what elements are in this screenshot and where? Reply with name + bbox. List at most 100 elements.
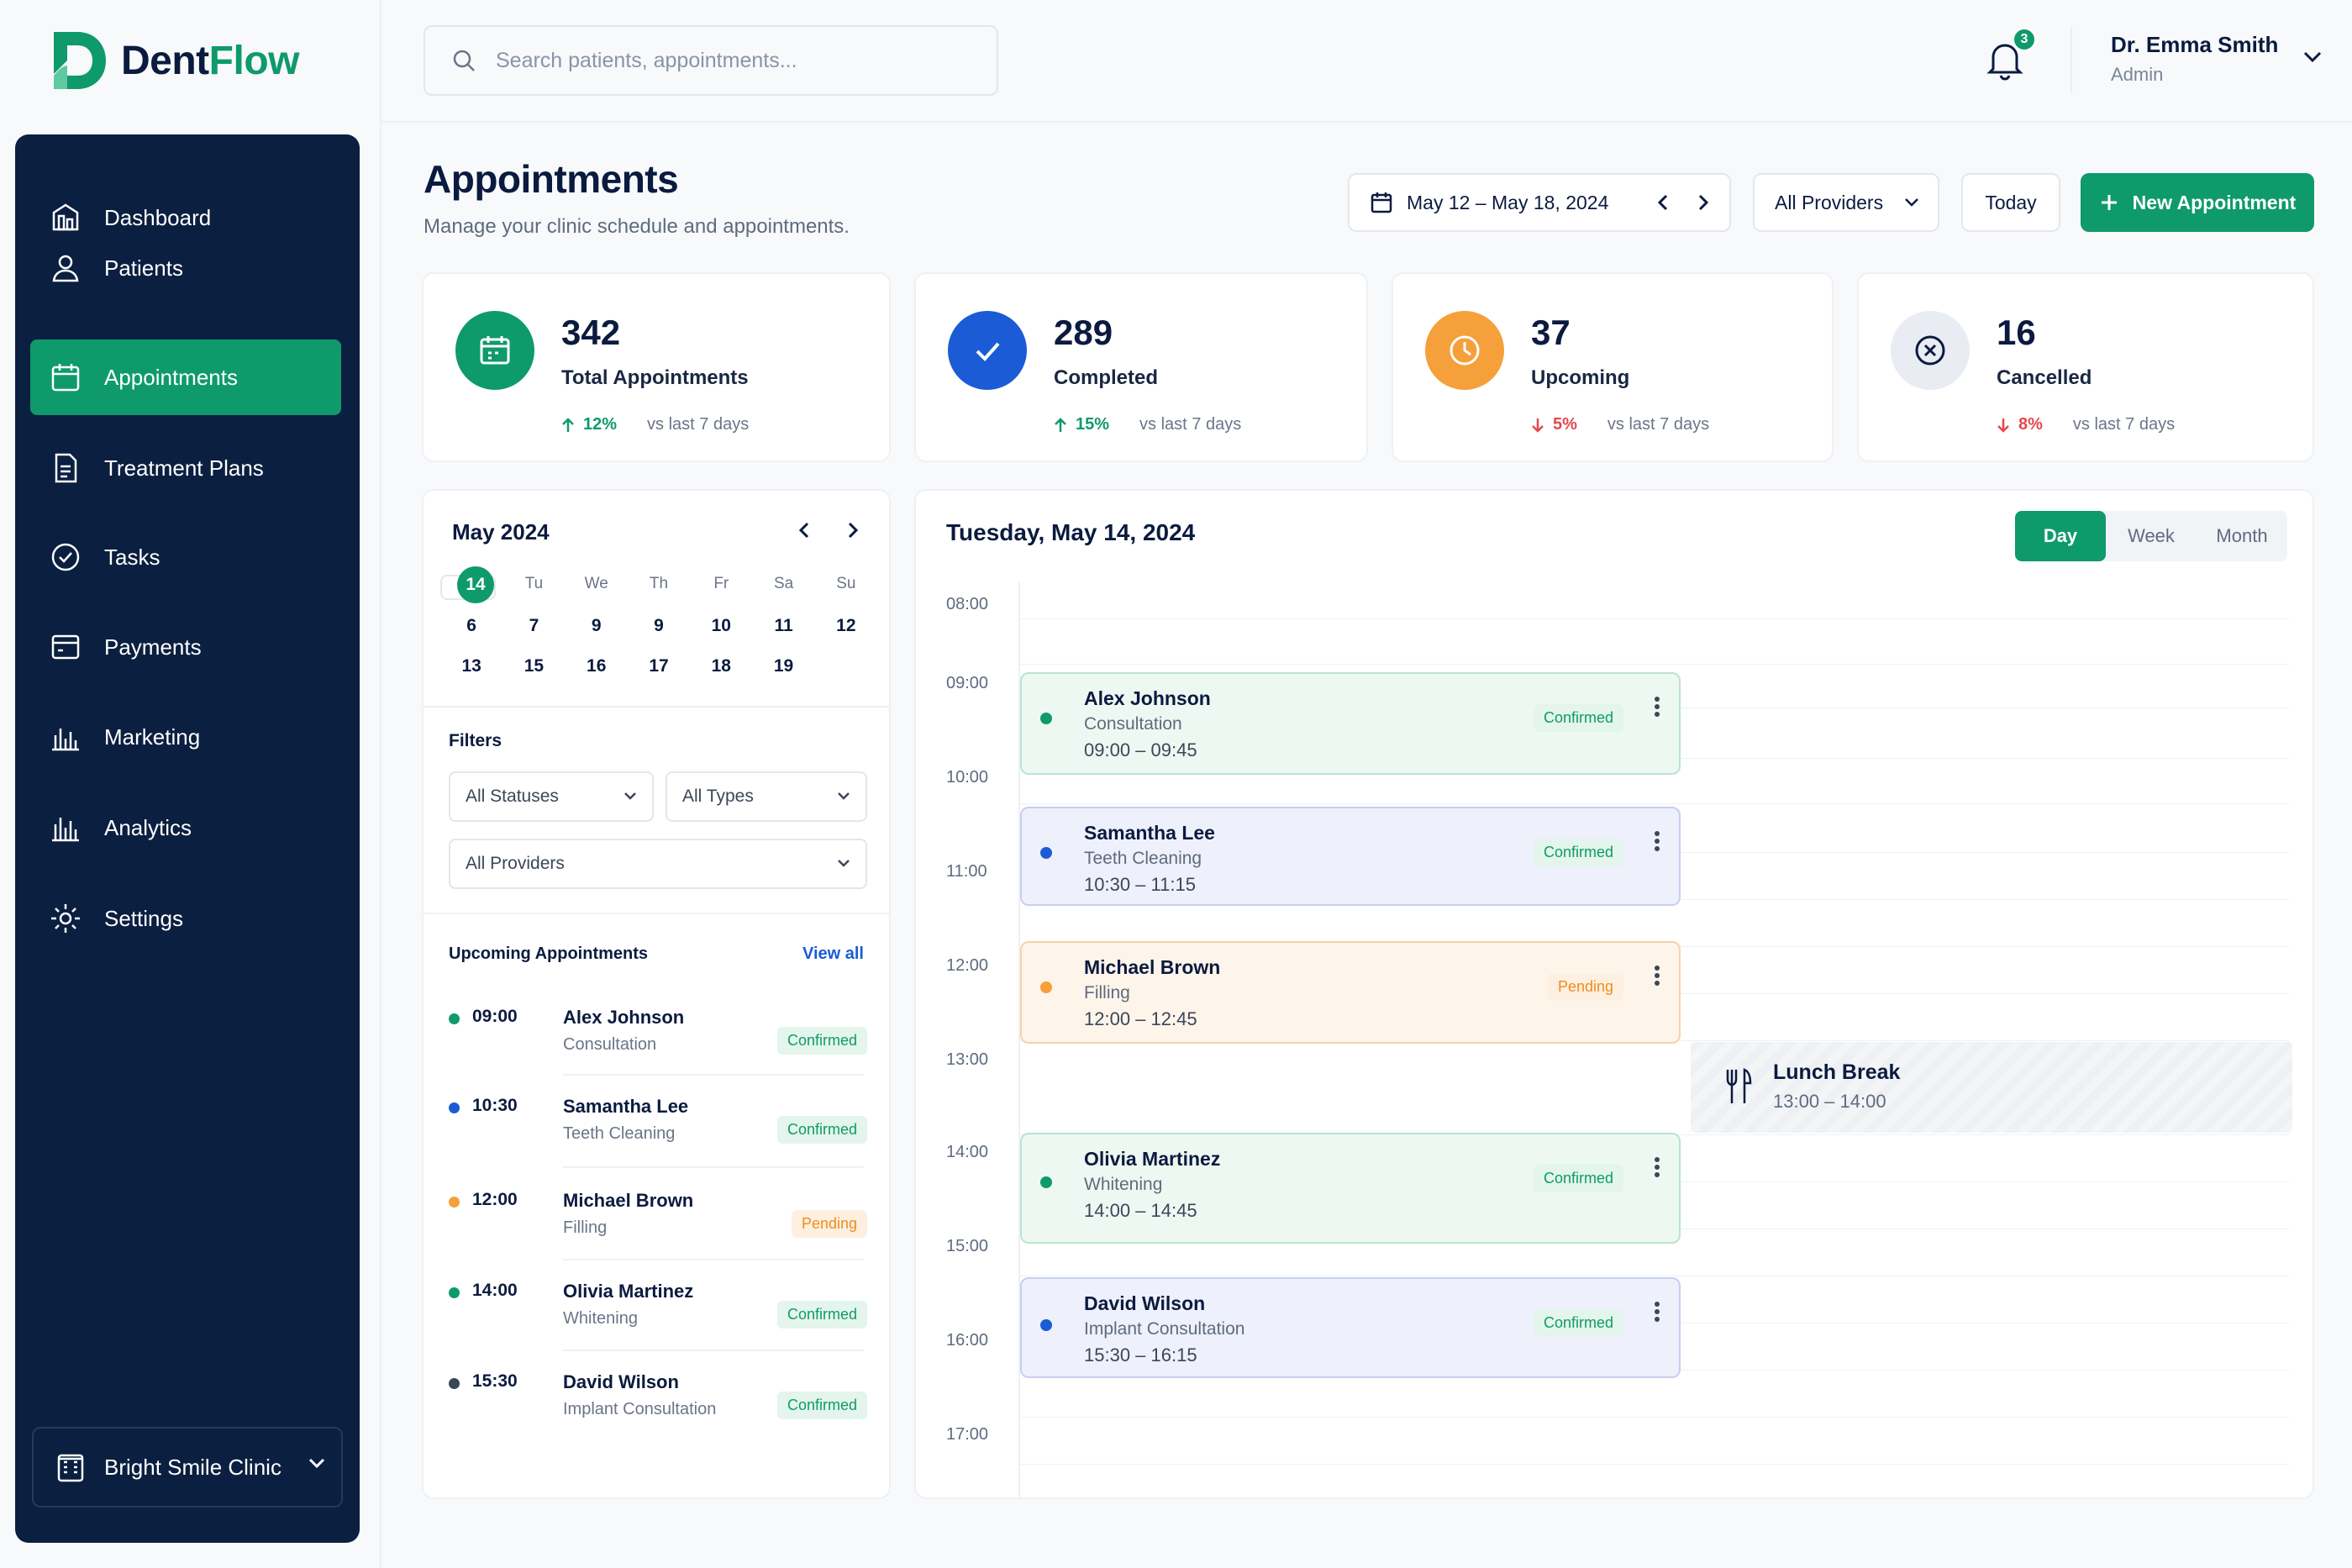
calendar-day[interactable]: 19 xyxy=(773,656,794,676)
stat-label: Completed xyxy=(1054,366,1159,389)
calendar-day-selected[interactable]: 14 xyxy=(440,566,496,603)
grid-line xyxy=(1018,664,2289,665)
appointment-type: Consultation xyxy=(1084,714,1182,734)
status-dot xyxy=(1040,847,1052,859)
user-icon xyxy=(52,255,79,282)
more-vertical-icon[interactable] xyxy=(1654,830,1660,852)
calendar-day[interactable]: 9 xyxy=(591,616,602,635)
status-badge: Confirmed xyxy=(776,1392,867,1419)
more-vertical-icon[interactable] xyxy=(1654,1156,1660,1178)
hour-label: 13:00 xyxy=(946,1050,989,1069)
calendar-day[interactable]: 9 xyxy=(654,616,664,635)
patient-name: Samantha Lee xyxy=(563,1096,689,1117)
calendar-day[interactable]: 10 xyxy=(711,616,731,635)
sidebar-item-analytics[interactable]: Analytics xyxy=(30,790,341,866)
stat-trend: 15% vs last 7 days xyxy=(1054,415,1241,434)
calendar-day[interactable]: 7 xyxy=(529,616,539,635)
sidebar-item-appointments[interactable]: Appointments xyxy=(30,339,341,415)
calendar-day[interactable]: 16 xyxy=(587,656,607,676)
app-logo[interactable]: DentFlow xyxy=(47,27,299,94)
status-filter-value: All Statuses xyxy=(466,787,559,806)
providers-dropdown[interactable]: All Providers xyxy=(1753,173,1939,232)
appointment-card[interactable]: Samantha Lee Teeth Cleaning 10:30 – 11:1… xyxy=(1020,807,1681,906)
gear-icon xyxy=(51,904,80,933)
stat-icon-circle xyxy=(455,311,534,390)
appointment-type: Implant Consultation xyxy=(1084,1319,1245,1339)
day-schedule: Tuesday, May 14, 2024 Day Week Month 08:… xyxy=(914,489,2314,1499)
calendar-day[interactable]: 17 xyxy=(649,656,669,676)
chevron-down-icon xyxy=(1905,198,1918,207)
view-all-link[interactable]: View all xyxy=(802,944,864,963)
search-input[interactable]: Search patients, appointments... xyxy=(424,25,998,96)
more-vertical-icon[interactable] xyxy=(1654,696,1660,718)
status-filter[interactable]: All Statuses xyxy=(449,771,654,822)
stat-change: 8% xyxy=(2018,415,2043,434)
header-separator xyxy=(2070,27,2072,94)
list-item[interactable]: 15:30 David Wilson Implant Consultation … xyxy=(424,1356,892,1440)
providers-label: All Providers xyxy=(1775,191,1884,213)
user-name[interactable]: Dr. Emma Smith xyxy=(2111,32,2279,57)
chevron-down-icon[interactable] xyxy=(2302,50,2323,64)
stat-vs: vs last 7 days xyxy=(647,415,750,434)
page-title: Appointments xyxy=(424,157,679,201)
sidebar-item-payments[interactable]: Payments xyxy=(30,609,341,685)
appointment-time: 14:00 – 14:45 xyxy=(1084,1200,1197,1221)
bar-chart-icon xyxy=(52,729,79,751)
view-day-button[interactable]: Day xyxy=(2015,511,2106,561)
chevron-down-icon xyxy=(838,792,850,800)
stat-label: Upcoming xyxy=(1531,366,1630,389)
patient-name: Michael Brown xyxy=(563,1190,694,1211)
page-subtitle: Manage your clinic schedule and appointm… xyxy=(424,215,850,238)
appointment-card[interactable]: David Wilson Implant Consultation 15:30 … xyxy=(1020,1277,1681,1378)
appointment-type: Teeth Cleaning xyxy=(1084,849,1202,868)
bell-icon[interactable] xyxy=(1985,37,2025,81)
date-range-picker[interactable]: May 12 – May 18, 2024 xyxy=(1348,173,1731,232)
appointment-card[interactable]: Michael Brown Filling 12:00 – 12:45 Pend… xyxy=(1020,941,1681,1044)
calendar-day[interactable]: 6 xyxy=(466,616,476,635)
list-item[interactable]: 12:00 Michael Brown Filling Pending xyxy=(424,1175,892,1259)
more-vertical-icon[interactable] xyxy=(1654,1301,1660,1323)
status-badge: Confirmed xyxy=(1533,1309,1623,1337)
arrow-down-icon xyxy=(1532,418,1544,433)
calendar-day[interactable]: 12 xyxy=(836,616,856,635)
lunch-break-block[interactable]: Lunch Break 13:00 – 14:00 xyxy=(1691,1042,2292,1133)
chevron-left-icon[interactable] xyxy=(798,521,810,539)
chevron-left-icon[interactable] xyxy=(1657,193,1669,212)
list-item[interactable]: 14:00 Olivia Martinez Whitening Confirme… xyxy=(424,1265,892,1350)
selected-day-label: 14 xyxy=(457,566,494,603)
patient-name: Olivia Martinez xyxy=(1084,1148,1221,1170)
chevron-right-icon[interactable] xyxy=(1697,193,1709,212)
chevron-right-icon[interactable] xyxy=(847,521,859,539)
calendar-day[interactable]: 15 xyxy=(524,656,545,676)
sidebar-item-settings[interactable]: Settings xyxy=(30,881,341,956)
sidebar-item-dashboard[interactable]: Dashboard xyxy=(30,180,341,255)
list-item[interactable]: 09:00 Alex Johnson Consultation Confirme… xyxy=(424,992,892,1076)
more-vertical-icon[interactable] xyxy=(1654,965,1660,987)
appointment-card[interactable]: Olivia Martinez Whitening 14:00 – 14:45 … xyxy=(1020,1133,1681,1244)
sidebar-item-marketing[interactable]: Marketing xyxy=(30,699,341,775)
weekday-label: Th xyxy=(649,575,669,592)
today-button[interactable]: Today xyxy=(1961,173,2060,232)
dashboard-icon xyxy=(52,203,79,231)
view-month-button[interactable]: Month xyxy=(2216,525,2268,546)
list-item[interactable]: 10:30 Samantha Lee Teeth Cleaning Confir… xyxy=(424,1081,892,1165)
search-icon xyxy=(453,50,475,71)
sidebar-item-tasks[interactable]: Tasks xyxy=(30,519,341,595)
appointment-time: 10:30 – 11:15 xyxy=(1084,874,1196,895)
clinic-selector[interactable]: Bright Smile Clinic xyxy=(32,1427,343,1507)
schedule-date: Tuesday, May 14, 2024 xyxy=(946,519,1196,545)
appointment-time: 09:00 – 09:45 xyxy=(1084,739,1197,760)
calendar-day[interactable]: 11 xyxy=(774,616,793,635)
sidebar-item-patients[interactable]: Patients xyxy=(30,230,341,306)
provider-filter[interactable]: All Providers xyxy=(449,839,867,889)
type-filter[interactable]: All Types xyxy=(666,771,867,822)
view-week-button[interactable]: Week xyxy=(2128,525,2175,546)
fork-knife-icon xyxy=(1726,1068,1752,1103)
calendar-day[interactable]: 18 xyxy=(711,656,731,676)
calendar-nav xyxy=(798,521,859,539)
lunch-time: 13:00 – 14:00 xyxy=(1773,1091,1886,1112)
new-appointment-button[interactable]: New Appointment xyxy=(2081,173,2314,232)
calendar-day[interactable]: 13 xyxy=(461,656,481,676)
appointment-card[interactable]: Alex Johnson Consultation 09:00 – 09:45 … xyxy=(1020,672,1681,775)
sidebar-item-treatment-plans[interactable]: Treatment Plans xyxy=(30,430,341,506)
